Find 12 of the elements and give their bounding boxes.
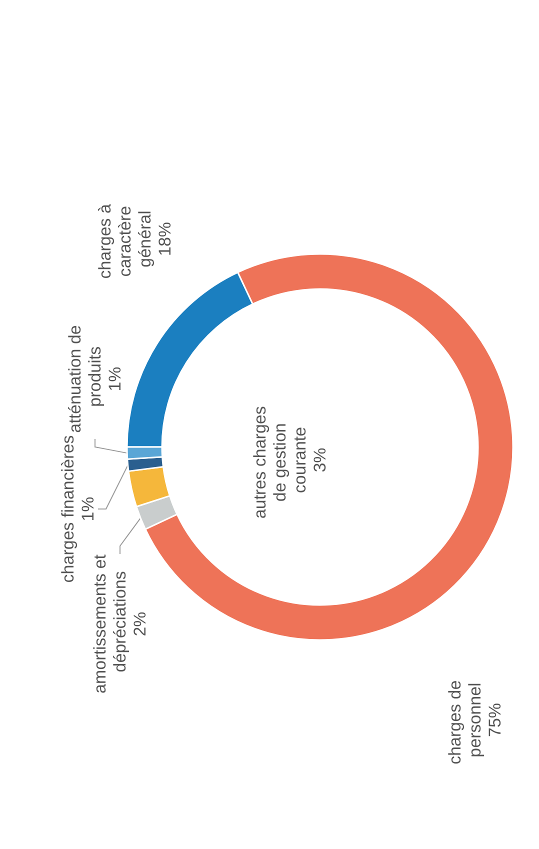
data-label: 3%	[310, 448, 330, 472]
data-label: 18%	[156, 222, 174, 256]
data-label: 75%	[486, 702, 504, 738]
slice-label: atténuation de produits	[66, 325, 104, 433]
slice-label: charges financières	[58, 435, 78, 583]
slice-label: charges de personnel	[446, 676, 484, 764]
slice-label: amortissements et dépréciations	[90, 554, 130, 694]
data-label: 1%	[78, 496, 98, 522]
slice-label: charges à caractère général	[96, 199, 154, 279]
data-label: 1%	[106, 366, 124, 392]
data-label: 2%	[130, 612, 150, 636]
slice-label: autres charges de gestion courante	[250, 401, 310, 519]
